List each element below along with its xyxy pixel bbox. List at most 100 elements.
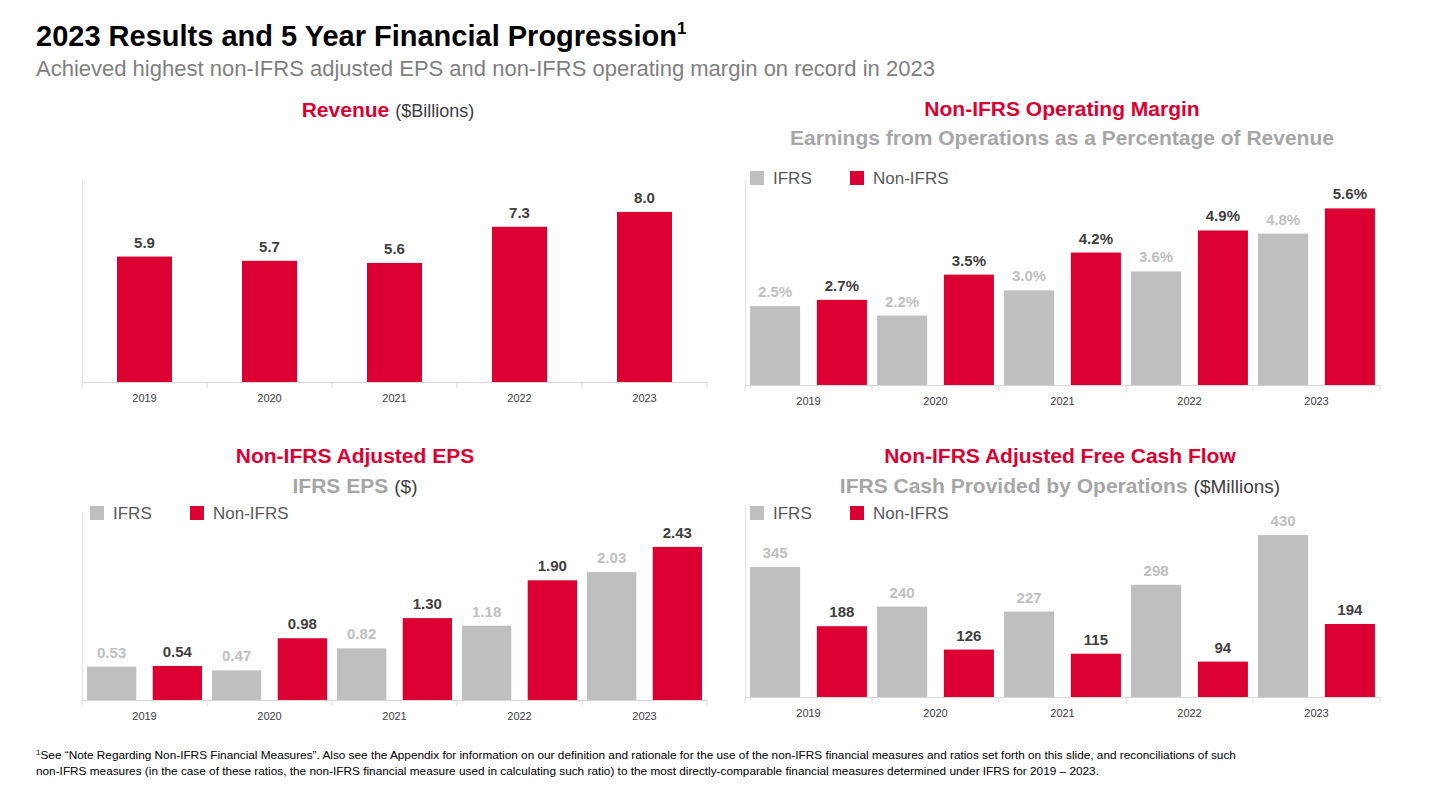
chart-subtitle: Earnings from Operations as a Percentage… xyxy=(790,126,1334,149)
x-tick-label: 2019 xyxy=(132,392,156,404)
legend-swatch xyxy=(190,506,204,520)
y-axis xyxy=(745,506,746,698)
bar xyxy=(1198,662,1248,697)
data-labels: 0.530.470.821.182.030.540.981.301.902.43 xyxy=(97,524,692,664)
data-label: 194 xyxy=(1337,601,1363,618)
x-axis: 2019 2020 2021 2022 2023 xyxy=(746,385,1381,407)
data-label: 298 xyxy=(1144,562,1169,579)
legend-label: IFRS xyxy=(773,169,812,188)
category-divider xyxy=(745,697,746,703)
data-labels: 2.5%2.2%3.0%3.6%4.8%2.7%3.5%4.2%4.9%5.6% xyxy=(758,185,1367,309)
x-tick: 2019 xyxy=(132,382,156,404)
data-label: 227 xyxy=(1017,589,1042,606)
bar xyxy=(1258,234,1308,385)
category-divider xyxy=(457,382,458,388)
data-label: 94 xyxy=(1215,639,1232,656)
x-tick: 2021 xyxy=(382,700,406,722)
category-divider xyxy=(82,700,83,706)
x-tick-label: 2022 xyxy=(507,392,531,404)
legend-swatch xyxy=(90,506,104,520)
legend: IFRS Non-IFRS xyxy=(750,169,949,188)
data-label: 0.54 xyxy=(163,643,193,660)
data-label: 240 xyxy=(890,584,915,601)
bar xyxy=(367,263,422,382)
x-tick-label: 2023 xyxy=(632,710,656,722)
x-tick: 2020 xyxy=(923,385,947,407)
chart-panel: Non-IFRS Adjusted Free Cash Flow IFRS Cas… xyxy=(745,444,1381,719)
y-axis xyxy=(82,181,83,383)
data-label: 1.30 xyxy=(413,595,442,612)
bar xyxy=(1004,612,1054,697)
x-axis: 20192020202120222023 xyxy=(83,382,708,404)
data-label: 2.43 xyxy=(663,524,692,541)
bar xyxy=(1004,290,1054,385)
data-label: 0.82 xyxy=(347,625,376,642)
x-tick: 2020 xyxy=(257,382,281,404)
y-axis xyxy=(745,181,746,386)
bar xyxy=(153,666,202,700)
x-tick: 2019 xyxy=(796,697,820,719)
x-tick: 2019 xyxy=(132,700,156,722)
x-tick: 2021 xyxy=(1050,385,1074,407)
chart-title: Revenue($Billions) xyxy=(302,98,475,121)
legend-swatch xyxy=(750,506,764,520)
legend-label: Non-IFRS xyxy=(873,169,949,188)
bar xyxy=(337,648,386,700)
x-tick: 2020 xyxy=(257,700,281,722)
x-tick: 2022 xyxy=(1177,385,1201,407)
bar xyxy=(492,227,547,382)
legend-swatch xyxy=(850,506,864,520)
x-tick-label: 2020 xyxy=(923,707,947,719)
category-divider xyxy=(332,382,333,388)
data-label: 5.6% xyxy=(1333,185,1367,202)
x-tick: 2019 xyxy=(796,385,820,407)
legend-item: Non-IFRS xyxy=(190,504,289,523)
data-label: 0.47 xyxy=(222,647,251,664)
chart-subtitle: IFRS Cash Provided by Operations($Millio… xyxy=(840,474,1280,497)
bar xyxy=(944,650,994,697)
data-label: 2.03 xyxy=(597,549,626,566)
data-label: 2.5% xyxy=(758,283,792,300)
x-tick-label: 2022 xyxy=(1177,395,1201,407)
legend: IFRSNon-IFRS xyxy=(750,504,949,523)
x-tick-label: 2019 xyxy=(796,707,820,719)
chart-title: Non-IFRS Operating Margin xyxy=(924,97,1199,120)
chart-subtitle-text: IFRS Cash Provided by Operations xyxy=(840,474,1188,497)
category-divider xyxy=(332,700,333,706)
bar xyxy=(1325,624,1375,697)
category-divider xyxy=(745,385,746,391)
data-label: 2.2% xyxy=(885,293,919,310)
x-tick: 2023 xyxy=(1304,385,1328,407)
data-label: 345 xyxy=(763,544,788,561)
bar xyxy=(817,626,867,697)
bar xyxy=(242,261,297,382)
bar xyxy=(528,580,577,700)
legend-label: IFRS xyxy=(113,504,152,523)
x-axis-line xyxy=(83,700,708,701)
chart-title-unit: ($Billions) xyxy=(395,101,474,121)
page-title-note: 1 xyxy=(677,19,686,38)
legend-item: IFRS xyxy=(750,504,812,523)
footnote-text: non-IFRS measures (in the case of these … xyxy=(36,764,1099,778)
chart-subtitle-unit: ($) xyxy=(394,476,417,497)
data-label: 8.0 xyxy=(634,189,655,206)
x-tick-label: 2022 xyxy=(507,710,531,722)
data-label: 0.53 xyxy=(97,644,126,661)
data-label: 126 xyxy=(956,627,981,644)
category-divider xyxy=(999,385,1000,391)
category-divider xyxy=(1126,385,1127,391)
bar xyxy=(817,300,867,385)
x-tick-label: 2021 xyxy=(1050,395,1074,407)
x-tick: 2022 xyxy=(1177,697,1201,719)
bar xyxy=(87,667,136,700)
bar xyxy=(1198,230,1248,385)
bar xyxy=(1325,208,1375,385)
bar xyxy=(653,547,702,700)
x-tick: 2023 xyxy=(632,700,656,722)
bar xyxy=(1071,253,1121,385)
category-divider xyxy=(582,700,583,706)
chart-title-text: Non-IFRS Adjusted Free Cash Flow xyxy=(884,444,1236,467)
bar xyxy=(617,212,672,382)
bar xyxy=(1131,585,1181,697)
footnote-text: See “Note Regarding Non-IFRS Financial M… xyxy=(40,748,1235,762)
